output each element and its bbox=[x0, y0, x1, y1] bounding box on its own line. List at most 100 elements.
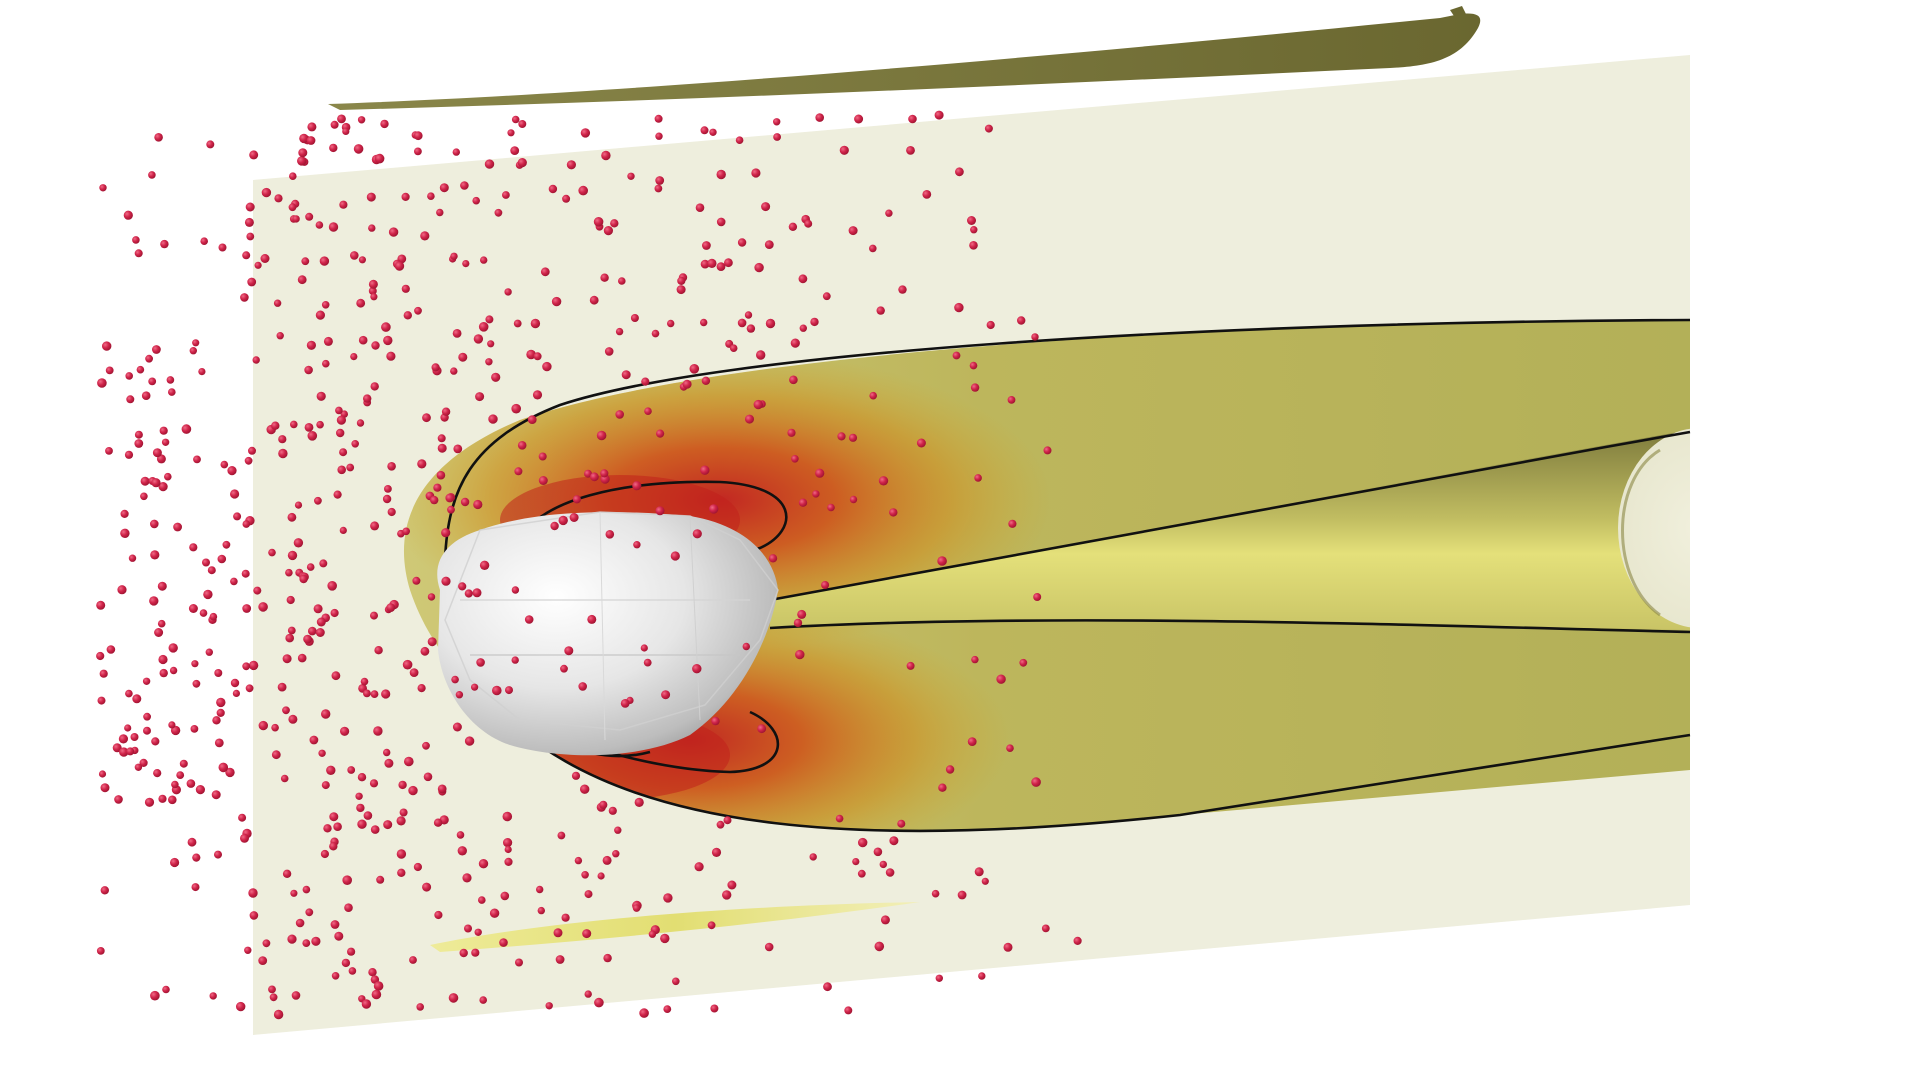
particle bbox=[357, 773, 367, 782]
particle bbox=[632, 904, 641, 912]
particle bbox=[793, 618, 803, 628]
particle bbox=[765, 318, 776, 329]
particle bbox=[417, 459, 427, 469]
particle bbox=[1031, 777, 1041, 787]
particle bbox=[102, 341, 112, 351]
particle bbox=[727, 880, 737, 890]
particle bbox=[321, 781, 330, 790]
particle bbox=[315, 221, 324, 229]
particle bbox=[412, 576, 421, 585]
particle bbox=[584, 990, 592, 998]
particle bbox=[230, 489, 240, 499]
particle bbox=[582, 929, 592, 939]
particle bbox=[268, 985, 276, 994]
particle bbox=[308, 626, 317, 636]
particle bbox=[584, 890, 593, 899]
particle bbox=[368, 279, 378, 289]
particle bbox=[401, 192, 410, 201]
particle bbox=[214, 850, 222, 859]
particle bbox=[351, 440, 360, 448]
particle bbox=[303, 634, 312, 644]
particle bbox=[504, 857, 513, 867]
particle bbox=[906, 661, 915, 670]
particle bbox=[318, 749, 326, 757]
particle bbox=[330, 920, 340, 929]
particle bbox=[437, 443, 447, 453]
particle bbox=[206, 140, 215, 149]
particle bbox=[173, 522, 183, 532]
particle bbox=[441, 407, 451, 416]
particle bbox=[222, 540, 231, 549]
particle bbox=[627, 172, 635, 180]
particle bbox=[244, 456, 253, 465]
particle bbox=[538, 452, 547, 461]
particle bbox=[358, 256, 366, 264]
particle bbox=[140, 476, 150, 486]
particle bbox=[986, 320, 995, 330]
particle bbox=[514, 467, 523, 476]
particle bbox=[207, 566, 216, 575]
particle bbox=[480, 256, 488, 264]
particle bbox=[363, 394, 372, 403]
particle bbox=[869, 391, 877, 400]
particle bbox=[603, 226, 614, 236]
particle bbox=[593, 217, 604, 227]
particle bbox=[358, 335, 368, 345]
particle bbox=[286, 595, 295, 605]
particle bbox=[294, 501, 303, 509]
particle bbox=[316, 420, 324, 429]
particle bbox=[885, 209, 893, 217]
particle bbox=[192, 679, 201, 688]
particle bbox=[273, 299, 282, 307]
particle bbox=[381, 322, 391, 332]
particle bbox=[383, 820, 393, 830]
particle bbox=[716, 217, 726, 227]
particle bbox=[273, 1009, 284, 1020]
particle bbox=[445, 493, 455, 503]
particle bbox=[954, 302, 964, 313]
particle bbox=[169, 666, 178, 675]
particle bbox=[526, 349, 536, 360]
particle bbox=[304, 365, 313, 375]
particle bbox=[322, 359, 330, 368]
particle bbox=[695, 203, 705, 212]
particle bbox=[199, 609, 208, 617]
particle bbox=[485, 315, 494, 324]
particle bbox=[655, 132, 663, 140]
particle bbox=[330, 608, 339, 618]
particle bbox=[701, 376, 711, 385]
particle bbox=[368, 287, 377, 295]
particle bbox=[757, 724, 767, 734]
particle bbox=[195, 785, 205, 795]
particle bbox=[458, 352, 468, 362]
particle bbox=[214, 738, 224, 748]
particle bbox=[789, 375, 798, 385]
particle bbox=[790, 338, 800, 348]
particle bbox=[880, 915, 890, 925]
particle bbox=[246, 232, 255, 241]
particle bbox=[340, 726, 350, 736]
particle bbox=[485, 358, 493, 366]
particle bbox=[164, 472, 172, 481]
particle bbox=[96, 947, 105, 955]
particle bbox=[306, 563, 315, 571]
particle bbox=[381, 689, 391, 699]
particle bbox=[302, 885, 311, 894]
particle bbox=[188, 604, 198, 613]
particle bbox=[430, 495, 439, 505]
particle bbox=[764, 240, 774, 250]
particle bbox=[632, 481, 642, 491]
particle bbox=[557, 831, 566, 840]
particle bbox=[530, 318, 541, 329]
particle bbox=[858, 837, 868, 848]
particle bbox=[334, 931, 344, 941]
particle bbox=[291, 991, 301, 1000]
particle bbox=[815, 468, 825, 478]
particle bbox=[823, 982, 832, 992]
particle bbox=[191, 660, 199, 668]
top-streak-tip bbox=[1450, 6, 1466, 16]
particle bbox=[844, 1006, 853, 1015]
particle bbox=[329, 143, 338, 153]
particle bbox=[145, 354, 154, 363]
particle bbox=[242, 662, 251, 671]
